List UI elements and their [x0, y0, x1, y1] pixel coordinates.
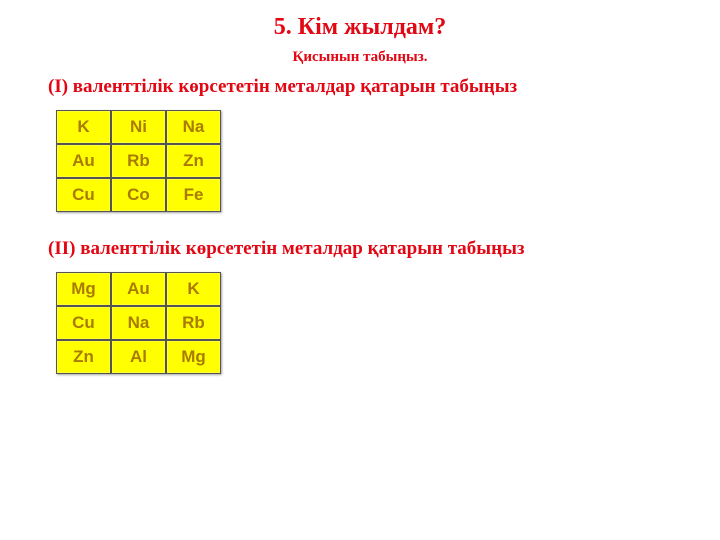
grid-cell: Rb: [166, 306, 221, 340]
grid-cell: Mg: [56, 272, 111, 306]
grid-cell: K: [166, 272, 221, 306]
grid-cell: Al: [111, 340, 166, 374]
grid-cell: K: [56, 110, 111, 144]
grid-cell: Na: [166, 110, 221, 144]
question-2-heading: (ІІ) валенттілік көрсететін металдар қат…: [48, 238, 720, 260]
grid-cell: Au: [56, 144, 111, 178]
grid-cell: Au: [111, 272, 166, 306]
grid-cell: Ni: [111, 110, 166, 144]
page-subtitle: Қисынын табыңыз.: [0, 49, 720, 66]
grid-cell: Fe: [166, 178, 221, 212]
question-1-grid: KNiNa AuRbZn CuCoFe: [56, 110, 221, 212]
question-2-grid: MgAuK CuNaRb ZnAlMg: [56, 272, 221, 374]
grid-cell: Cu: [56, 306, 111, 340]
grid-cell: Zn: [56, 340, 111, 374]
question-1-heading: (І) валенттілік көрсететін металдар қата…: [48, 76, 720, 98]
grid-cell: Co: [111, 178, 166, 212]
grid-cell: Rb: [111, 144, 166, 178]
grid-cell: Cu: [56, 178, 111, 212]
grid-cell: Na: [111, 306, 166, 340]
page-title: 5. Кім жылдам?: [0, 0, 720, 41]
grid-cell: Zn: [166, 144, 221, 178]
grid-cell: Mg: [166, 340, 221, 374]
